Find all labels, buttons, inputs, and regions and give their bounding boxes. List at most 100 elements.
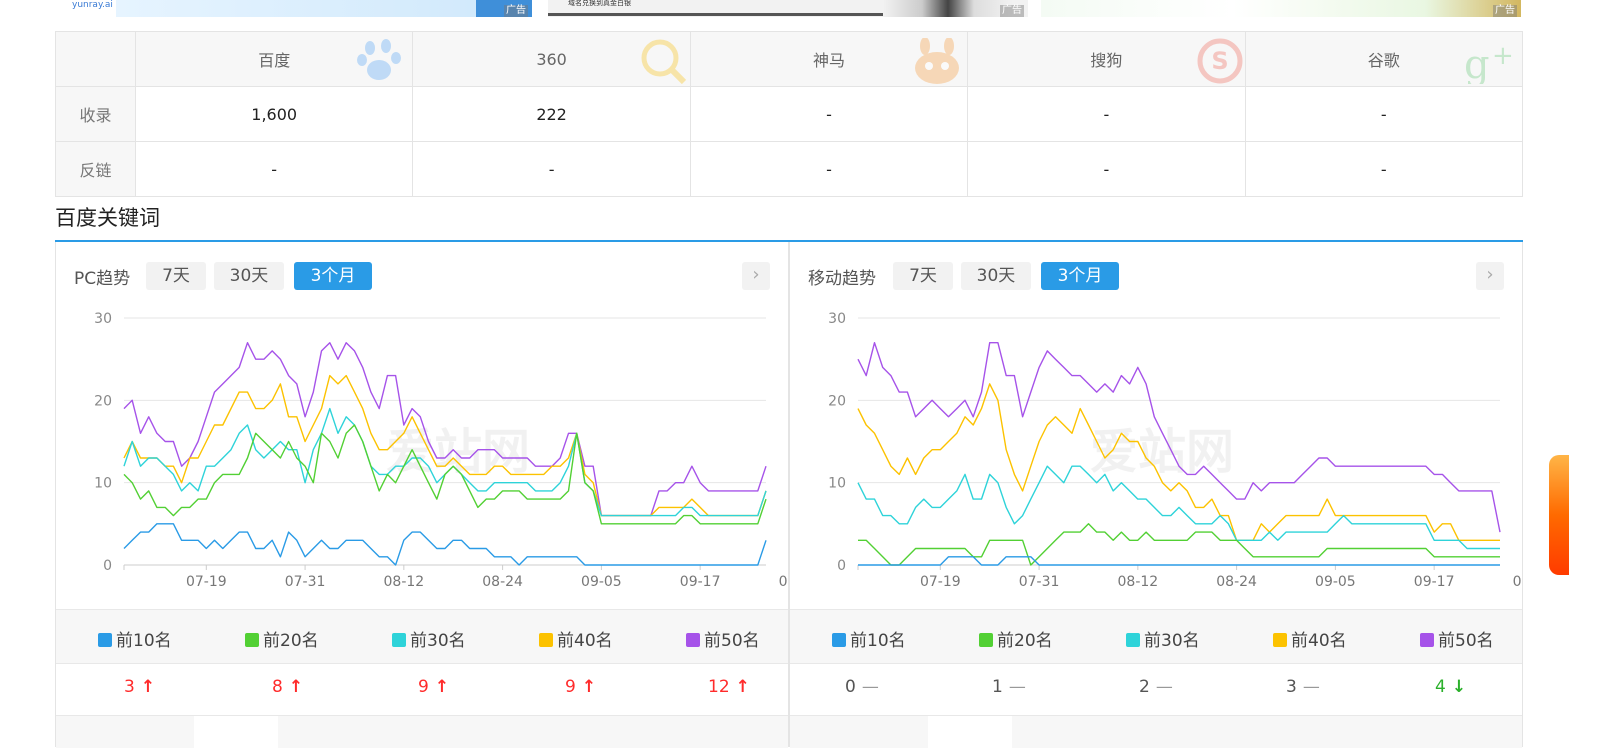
y-tick-label: 30 — [94, 311, 112, 327]
chevron-right-icon[interactable]: › — [1476, 262, 1504, 290]
x-tick-label: 09-29 — [1513, 574, 1522, 590]
ad-brand: yunray.ai — [72, 0, 113, 10]
ad-bar — [548, 13, 898, 16]
floating-promo-icon[interactable] — [1549, 455, 1569, 575]
legend-item-top40[interactable]: 前40名 — [1273, 626, 1347, 651]
pc-trend-chart: 0 10 20 30 07-19 07-31 08-12 08-24 09-05 09-17 09-… — [94, 311, 788, 590]
count-value: 3 — [1286, 677, 1297, 697]
engine-stats-table: 百度 360 神马 搜狗 S 谷歌 g + 收录 1,600 222 - - - … — [55, 31, 1524, 197]
legend-swatch — [832, 633, 846, 647]
arrow-up-icon: ↑ — [140, 677, 156, 697]
footer-segment — [928, 716, 1012, 748]
legend-item-top10[interactable]: 前10名 — [832, 626, 906, 651]
x-tick-label: 09-29 — [779, 574, 788, 590]
legend-label: 前40名 — [557, 631, 613, 651]
table-corner-cell — [55, 31, 136, 87]
series-line-前20名 — [858, 523, 1500, 566]
legend-item-top20[interactable]: 前20名 — [245, 626, 319, 651]
engine-name: 360 — [536, 49, 567, 69]
count-value: 3 — [124, 677, 135, 697]
engine-header-sogou: 搜狗 S — [967, 31, 1246, 87]
legend-swatch — [686, 633, 700, 647]
legend-label: 前20名 — [263, 631, 319, 651]
legend-label: 前40名 — [1291, 631, 1347, 651]
count-value: 4 — [1435, 677, 1446, 697]
footer-segment — [194, 716, 278, 748]
legend-label: 前50名 — [704, 631, 760, 651]
tab-30-days[interactable]: 30天 — [961, 262, 1031, 290]
count-top20: 8 ↑ — [272, 677, 303, 697]
legend-swatch — [979, 633, 993, 647]
y-tick-label: 20 — [828, 393, 846, 409]
ad-tag: 广告 — [1493, 5, 1517, 17]
google-plus-icon: g + — [1464, 41, 1514, 84]
engine-header-360: 360 — [412, 31, 691, 87]
legend-swatch — [539, 633, 553, 647]
x-tick-label: 09-05 — [1315, 574, 1356, 590]
shenma-alpaca-icon — [915, 38, 960, 84]
table-cell[interactable]: 222 — [412, 86, 691, 142]
x-tick-label: 07-31 — [1019, 574, 1060, 590]
legend-item-top50[interactable]: 前50名 — [1420, 626, 1494, 651]
tab-30-days[interactable]: 30天 — [214, 262, 284, 290]
table-cell: - — [967, 141, 1246, 197]
table-cell: - — [689, 86, 969, 142]
y-tick-label: 0 — [837, 558, 846, 574]
ad-tag: 广告 — [1000, 5, 1024, 17]
legend-item-top30[interactable]: 前30名 — [1126, 626, 1200, 651]
legend-item-top20[interactable]: 前20名 — [979, 626, 1053, 651]
x-tick-label: 08-12 — [384, 574, 425, 590]
legend-item-top50[interactable]: 前50名 — [686, 626, 760, 651]
x-tick-label: 07-19 — [920, 574, 961, 590]
count-value: 12 — [708, 677, 730, 697]
y-tick-label: 10 — [828, 476, 846, 492]
tab-3-months[interactable]: 3个月 — [294, 262, 372, 290]
arrow-up-icon: ↑ — [581, 677, 597, 697]
count-top50: 4 ↓ — [1435, 677, 1466, 697]
ad-banner-3[interactable]: 广告 — [1041, 0, 1521, 17]
legend-label: 前10名 — [850, 631, 906, 651]
table-cell[interactable]: 1,600 — [134, 86, 414, 142]
ad-banner-1[interactable]: yunray.ai 广告 — [56, 0, 532, 17]
ad-banner-2[interactable]: 域名兑换到真金白银 广告 — [548, 0, 1028, 17]
x-tick-label: 07-19 — [186, 574, 227, 590]
tab-7-days[interactable]: 7天 — [146, 262, 206, 290]
legend-label: 前50名 — [1438, 631, 1494, 651]
count-value: 1 — [992, 677, 1003, 697]
x-tick-label: 09-05 — [581, 574, 622, 590]
baidu-paw-icon — [357, 39, 402, 80]
legend-item-top40[interactable]: 前40名 — [539, 626, 613, 651]
series-line-前40名 — [123, 374, 767, 517]
legend-swatch — [245, 633, 259, 647]
mobile-trend-panel: 移动趋势 7天 30天 3个月 › 爱站网 0 10 20 30 07-19 07-31 0… — [789, 242, 1523, 748]
count-top50: 12 ↑ — [708, 677, 750, 697]
mobile-trend-chart: 0 10 20 30 07-19 07-31 08-12 08-24 09-05 09-17 09-… — [828, 311, 1522, 590]
ad-tag: 广告 — [504, 5, 528, 17]
series-line-前30名 — [857, 465, 1500, 550]
series-line-前50名 — [857, 342, 1501, 533]
ad-graphic — [476, 0, 532, 17]
360-search-icon — [641, 39, 686, 84]
panel-footer — [56, 715, 788, 748]
arrow-down-icon: ↓ — [1451, 677, 1467, 697]
section-divider — [55, 240, 1523, 242]
engine-header-shenma: 神马 — [689, 31, 969, 87]
series-line-前20名 — [123, 424, 767, 525]
series-line-前50名 — [123, 342, 767, 517]
arrow-up-icon: ↑ — [434, 677, 450, 697]
x-tick-label: 08-12 — [1118, 574, 1159, 590]
legend-swatch — [1273, 633, 1287, 647]
count-value: 9 — [418, 677, 429, 697]
legend-item-top30[interactable]: 前30名 — [392, 626, 466, 651]
tab-3-months[interactable]: 3个月 — [1041, 262, 1119, 290]
panel-title: PC趋势 — [74, 269, 131, 289]
legend-swatch — [98, 633, 112, 647]
count-top40: 9 ↑ — [565, 677, 596, 697]
tab-7-days[interactable]: 7天 — [893, 262, 953, 290]
svg-text:S: S — [1211, 47, 1228, 75]
chevron-right-icon[interactable]: › — [742, 262, 770, 290]
engine-name: 谷歌 — [1367, 51, 1400, 70]
row-label: 收录 — [55, 86, 136, 142]
legend-item-top10[interactable]: 前10名 — [98, 626, 172, 651]
ad-text: 域名兑换到真金白银 — [568, 0, 631, 7]
